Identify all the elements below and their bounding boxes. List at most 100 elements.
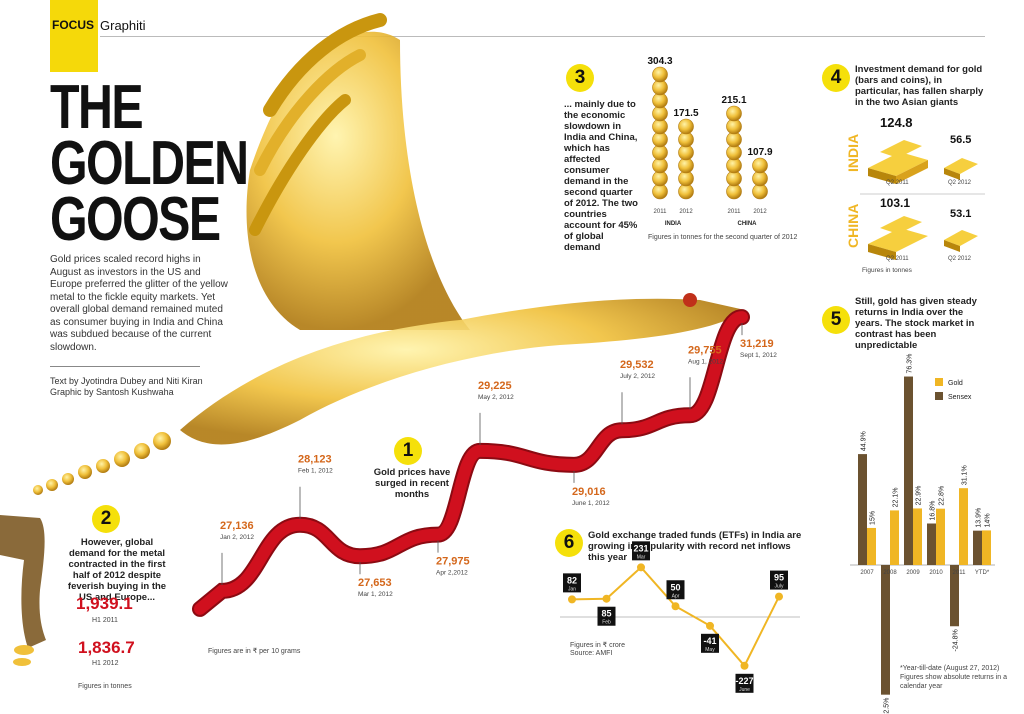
returns-legend: Gold Sensex [935, 378, 972, 401]
returns-group-YTD: 13.9% 14% YTD* [973, 508, 992, 576]
price-point-label: 29,532 July 2, 2012 [620, 359, 655, 425]
price-date: May 2, 2012 [478, 394, 514, 401]
sensex-bar [927, 523, 936, 565]
investment-india-2011-period: Q2 2011 [886, 180, 909, 186]
demand-h1-2011-label: H1 2011 [92, 617, 118, 624]
investment-india-2012-value: 56.5 [950, 134, 971, 146]
etf-month: May [705, 647, 715, 653]
price-value: 31,219 [740, 338, 774, 350]
legend-gold-label: Gold [948, 380, 963, 387]
returns-year-label: 2011 [953, 570, 967, 576]
gold-bars-india-2011 [868, 140, 928, 184]
etf-label-box [666, 580, 685, 600]
gold-value: 22.8% [939, 486, 946, 506]
gold-value: 22.1% [893, 488, 900, 508]
investment-india-2012-period: Q2 2012 [948, 180, 972, 186]
section-3-note: Figures in tonnes for the second quarter… [648, 234, 798, 241]
page-title: THE GOLDEN GOOSE [50, 77, 284, 254]
etf-label-box [735, 673, 754, 693]
hand-illustration [0, 515, 46, 666]
investment-india-2011-value: 124.8 [880, 115, 913, 130]
price-point-label: 29,225 May 2, 2012 [478, 380, 514, 445]
section-1-text: Gold prices have surged in recent months [373, 467, 451, 500]
price-value: 29,532 [620, 359, 654, 371]
price-date: Sept 1, 2012 [740, 352, 777, 359]
coin [652, 66, 668, 83]
gold-value: 31.1% [962, 465, 969, 485]
demand-h1-2012-value: 1,836.7 [78, 638, 135, 657]
etf-marker [602, 594, 611, 603]
focus-label: FOCUS [52, 18, 94, 32]
returns-year-label: 2010 [929, 570, 943, 576]
etf-value: -227 [735, 676, 753, 686]
returns-group-2010: 16.8%22.8% 2010 [927, 486, 946, 576]
coin-stack-value: 215.1 [721, 95, 746, 106]
etf-label-box [632, 541, 650, 561]
sensex-value: 44.9% [861, 431, 868, 451]
investment-china-2011-value: 103.1 [880, 196, 910, 210]
price-value: 29,755 [688, 344, 722, 356]
price-value: 27,975 [436, 556, 470, 568]
price-ribbon [192, 309, 750, 617]
gold-bar [867, 527, 876, 565]
gold-bar [890, 510, 899, 565]
investment-china-2012-period: Q2 2012 [948, 256, 972, 262]
section-5-number: 5 [822, 306, 850, 334]
returns-group-2008: -52.5% 22.1% 2008 [881, 488, 900, 714]
coin-stack-value: 171.5 [673, 108, 698, 119]
section-5-text: Still, gold has given steady returns in … [855, 296, 977, 351]
gold-bar [959, 488, 968, 565]
focus-tag [50, 0, 98, 72]
coin-stack-year: 2011 [654, 209, 668, 215]
demand-h1-2011-value: 1,939.1 [76, 594, 133, 613]
coin [752, 157, 768, 174]
etf-value: 85 [601, 609, 611, 619]
section-4-text: Investment demand for gold (bars and coi… [855, 64, 984, 108]
section-6-note-1: Figures in ₹ crore [570, 642, 626, 649]
title-line-2: GOLDEN [50, 129, 249, 198]
price-point-label: 27,136 Jan 2, 2012 [220, 520, 254, 585]
coin-stack-value: 304.3 [647, 56, 672, 67]
section-4-note: Figures in tonnes [862, 267, 913, 274]
investment-china-2012-value: 53.1 [950, 208, 971, 220]
price-date: Aug 1, 2012 [688, 358, 723, 365]
gold-value: 22.9% [916, 486, 923, 506]
coin-stack [726, 105, 742, 200]
intro-rule [50, 366, 200, 367]
section-2-number: 2 [92, 505, 120, 533]
price-point-label: 31,219 Sept 1, 2012 [740, 323, 777, 359]
section-4-number: 4 [822, 64, 850, 92]
etf-value: 95 [774, 573, 784, 583]
coin-group-label: INDIA [665, 221, 682, 227]
returns-year-label: 2009 [906, 570, 920, 576]
etf-marker [568, 595, 576, 604]
price-line [194, 311, 748, 615]
sensex-value: -52.5% [884, 698, 891, 714]
sensex-bar [858, 454, 867, 565]
price-point-label: 29,755 Aug 1, 2012 [688, 344, 723, 410]
section-5-note-2: Figures show absolute returns in a [900, 674, 1007, 681]
section-6-note-2: Source: AMFI [570, 650, 613, 657]
etf-label-box [770, 570, 788, 590]
sensex-value: -24.8% [953, 629, 960, 651]
price-value: 29,016 [572, 486, 606, 498]
demand-h1-2012-label: H1 2012 [92, 660, 119, 667]
etf-value: 82 [567, 575, 577, 585]
price-value: 28,123 [298, 454, 332, 466]
title-line-3: GOOSE [50, 185, 221, 254]
coin-stack [678, 118, 694, 200]
etf-marker [637, 563, 645, 572]
coin [678, 118, 694, 135]
etf-label-box [597, 606, 616, 626]
price-value: 29,225 [478, 380, 512, 392]
